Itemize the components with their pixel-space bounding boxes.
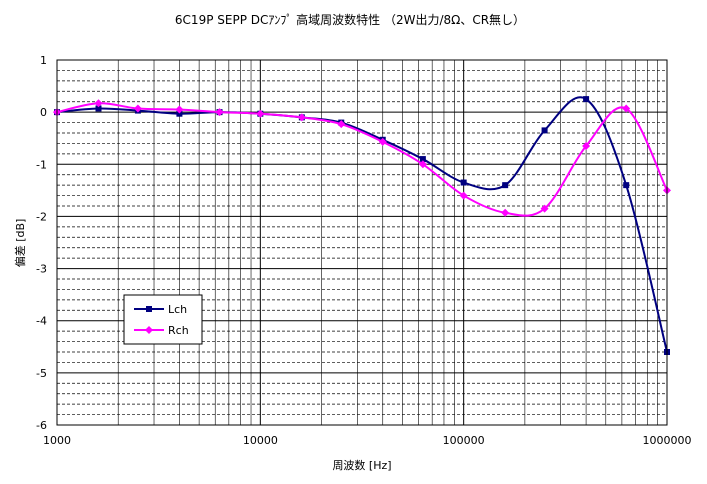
y-axis-label: 偏差 [dB] bbox=[13, 219, 27, 268]
y-tick-label: -2 bbox=[36, 210, 47, 223]
legend-label-rch: Rch bbox=[168, 324, 189, 337]
x-axis-label: 周波数 [Hz] bbox=[332, 459, 391, 472]
data-point-rch bbox=[175, 105, 184, 114]
legend-box bbox=[123, 294, 203, 345]
data-point-rch bbox=[622, 104, 631, 113]
plot-frame bbox=[56, 59, 668, 426]
series-line-rch bbox=[56, 102, 668, 217]
data-point-rch bbox=[378, 137, 387, 146]
data-point-lch bbox=[623, 182, 630, 189]
data-point-lch bbox=[95, 105, 102, 112]
data-point-rch bbox=[256, 109, 265, 118]
y-tick-label: -4 bbox=[36, 315, 47, 328]
data-point-rch bbox=[337, 120, 346, 129]
data-point-rch bbox=[459, 191, 468, 200]
data-point-rch bbox=[297, 113, 306, 122]
y-tick-label: -6 bbox=[36, 419, 47, 432]
x-tick-label: 1000000 bbox=[643, 434, 692, 447]
data-point-rch bbox=[133, 104, 142, 113]
y-tick-label: -3 bbox=[36, 263, 47, 276]
data-point-lch bbox=[583, 96, 590, 103]
data-point-lch bbox=[419, 156, 426, 163]
x-tick-label: 10000 bbox=[243, 434, 278, 447]
data-point-lch bbox=[176, 110, 183, 117]
legend-marker-lch bbox=[146, 306, 152, 312]
legend-marker-rch bbox=[145, 326, 153, 334]
series-rch bbox=[53, 99, 671, 217]
data-point-rch bbox=[540, 204, 549, 213]
data-point-lch bbox=[460, 179, 467, 186]
data-point-lch bbox=[541, 127, 548, 134]
y-tick-label: 0 bbox=[40, 106, 47, 119]
data-point-lch bbox=[502, 182, 509, 189]
tick-labels: -6 -5 -4 -3 -2 -1 0 1 1000 10000 100000 1000000 bbox=[36, 54, 691, 447]
data-point-rch bbox=[94, 99, 103, 108]
chart-title: 6C19P SEPP DCｱﾝﾌﾟ 高域周波数特性 （2W出力/8Ω、CR無し） bbox=[175, 12, 525, 27]
x-tick-label: 1000 bbox=[43, 434, 71, 447]
series-layer bbox=[53, 96, 671, 355]
y-tick-label: -1 bbox=[36, 158, 47, 171]
legend: Lch Rch bbox=[123, 294, 203, 345]
y-tick-label: 1 bbox=[40, 54, 47, 67]
data-point-rch bbox=[582, 142, 591, 151]
x-tick-label: 100000 bbox=[443, 434, 485, 447]
data-point-rch bbox=[418, 160, 427, 169]
legend-label-lch: Lch bbox=[168, 303, 187, 316]
y-tick-label: -5 bbox=[36, 367, 47, 380]
data-point-rch bbox=[215, 108, 224, 117]
grid bbox=[56, 59, 667, 426]
data-point-rch bbox=[501, 208, 510, 217]
